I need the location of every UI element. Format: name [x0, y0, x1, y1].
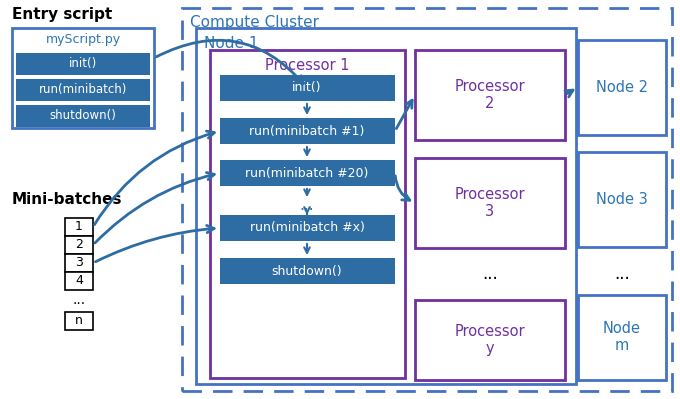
- Text: shutdown(): shutdown(): [272, 265, 342, 277]
- Text: ...: ...: [614, 265, 630, 283]
- FancyBboxPatch shape: [16, 105, 150, 127]
- Text: Entry script: Entry script: [12, 8, 112, 22]
- Text: init(): init(): [69, 57, 97, 71]
- FancyBboxPatch shape: [220, 215, 395, 241]
- FancyBboxPatch shape: [65, 312, 93, 330]
- Text: init(): init(): [292, 81, 322, 95]
- Text: run(minibatch #20): run(minibatch #20): [245, 166, 369, 180]
- FancyBboxPatch shape: [16, 53, 150, 75]
- FancyBboxPatch shape: [65, 272, 93, 290]
- Text: 1: 1: [75, 221, 83, 233]
- Text: Node
m: Node m: [603, 321, 641, 353]
- Text: Processor
3: Processor 3: [455, 187, 526, 219]
- FancyBboxPatch shape: [65, 254, 93, 272]
- FancyBboxPatch shape: [16, 79, 150, 101]
- FancyBboxPatch shape: [220, 75, 395, 101]
- Text: run(minibatch #1): run(minibatch #1): [250, 124, 364, 138]
- Text: myScript.py: myScript.py: [46, 34, 120, 47]
- Text: Processor
y: Processor y: [455, 324, 526, 356]
- Text: ...: ...: [73, 293, 86, 307]
- Text: Processor
2: Processor 2: [455, 79, 526, 111]
- Text: Processor 1: Processor 1: [265, 57, 350, 73]
- FancyBboxPatch shape: [220, 258, 395, 284]
- FancyBboxPatch shape: [65, 236, 93, 254]
- Text: ...: ...: [300, 198, 314, 213]
- FancyBboxPatch shape: [65, 218, 93, 236]
- Text: Node 1: Node 1: [204, 36, 258, 51]
- Text: ...: ...: [482, 265, 498, 283]
- FancyBboxPatch shape: [12, 28, 154, 128]
- FancyBboxPatch shape: [220, 118, 395, 144]
- Text: 2: 2: [75, 239, 83, 251]
- Text: Node 3: Node 3: [596, 192, 648, 207]
- Text: n: n: [75, 314, 83, 328]
- Text: shutdown(): shutdown(): [50, 109, 116, 122]
- Text: Compute Cluster: Compute Cluster: [190, 16, 319, 30]
- Text: Node 2: Node 2: [596, 79, 648, 95]
- FancyBboxPatch shape: [220, 160, 395, 186]
- Text: 4: 4: [75, 275, 83, 288]
- Text: 3: 3: [75, 257, 83, 269]
- Text: Mini-batches: Mini-batches: [12, 192, 122, 207]
- Text: run(minibatch): run(minibatch): [39, 83, 127, 97]
- Text: run(minibatch #x): run(minibatch #x): [250, 221, 364, 235]
